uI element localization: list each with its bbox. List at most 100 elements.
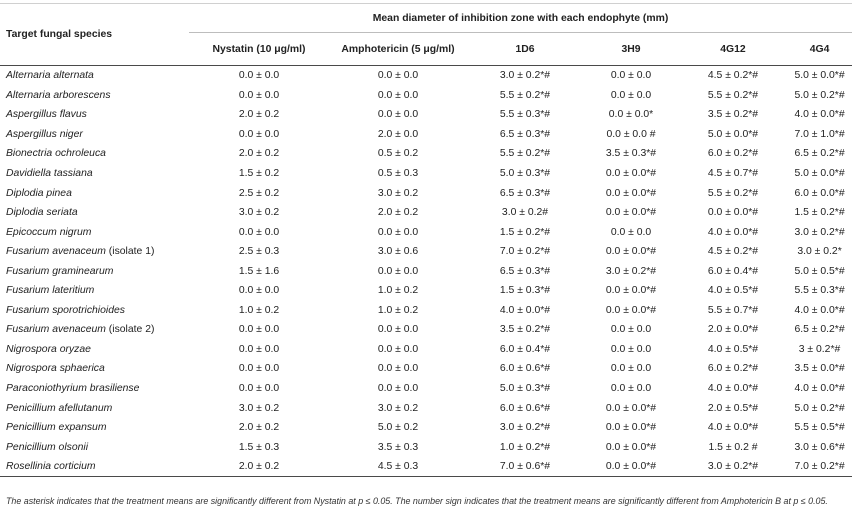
value-cell: 1.0 ± 0.2 <box>377 285 419 297</box>
value-cell: 0.0 ± 0.0 <box>377 226 419 238</box>
species-name: Alternaria arborescens <box>6 89 111 101</box>
table-row: Aspergillus niger 0.0 ± 0.0 2.0 ± 0.0 6.5 ±… <box>0 125 852 145</box>
table-row: Fusarium graminearum 1.5 ± 1.6 0.0 ± 0.0 6.… <box>0 261 852 281</box>
value-cell: 0.0 ± 0.0 <box>377 109 419 121</box>
species-cell: Fusarium sporotrichioides <box>0 301 189 321</box>
table-row: Alternaria alternata 0.0 ± 0.0 0.0 ± 0.0 3.… <box>0 66 852 86</box>
table-row: Diplodia seriata 3.0 ± 0.2 2.0 ± 0.2 3.0 ± … <box>0 203 852 223</box>
value-cell: 1.5 ± 0.2 # <box>708 441 758 453</box>
species-name: Paraconiothyrium brasiliense <box>6 383 140 395</box>
value-cell: 3.5 ± 0.2*# <box>499 324 551 336</box>
species-cell: Fusarium avenaceum (isolate 2) <box>0 320 189 340</box>
species-name: Rosellinia corticium <box>6 461 96 473</box>
value-cell: 3.0 ± 0.2*# <box>499 422 551 434</box>
value-cell: 4.0 ± 0.0*# <box>794 383 845 395</box>
value-cell: 2.0 ± 0.2 <box>189 456 329 478</box>
value-cell: 5.5 ± 0.2*# <box>499 89 551 101</box>
species-name: Bionectria ochroleuca <box>6 148 106 160</box>
table-row: Davidiella tassiana 1.5 ± 0.2 0.5 ± 0.3 5.0… <box>0 164 852 184</box>
value-cell: 5.0 ± 0.3*# <box>499 383 551 395</box>
species-name: Aspergillus niger <box>6 128 83 140</box>
header-row-columns: Nystatin (10 μg/ml) Amphotericin (5 μg/m… <box>0 32 852 66</box>
value-cell: 3.0 ± 0.2 <box>238 402 280 414</box>
species-cell: Diplodia seriata <box>0 203 189 223</box>
table-row: Penicillium expansum 2.0 ± 0.2 5.0 ± 0.2 3.… <box>0 418 852 438</box>
value-cell: 0.0 ± 0.0 <box>610 226 652 238</box>
table-row: Fusarium avenaceum (isolate 2) 0.0 ± 0.0 0… <box>0 320 852 340</box>
value-cell: 1.0 ± 0.2*# <box>499 441 551 453</box>
table-row: Diplodia pinea 2.5 ± 0.2 3.0 ± 0.2 6.5 ± 0.… <box>0 183 852 203</box>
value-cell: 6.5 ± 0.3*# <box>499 265 551 277</box>
table-row: Nigrospora sphaerica 0.0 ± 0.0 0.0 ± 0.0 6.… <box>0 359 852 379</box>
species-cell: Fusarium graminearum <box>0 261 189 281</box>
value-cell: 5.0 ± 0.5*# <box>794 265 845 277</box>
value-cell: 4.0 ± 0.0*# <box>794 304 845 316</box>
species-cell: Davidiella tassiana <box>0 164 189 184</box>
value-cell: 0.0 ± 0.0 <box>377 383 419 395</box>
species-name: Nigrospora sphaerica <box>6 363 105 375</box>
value-cell: 0.0 ± 0.0*# <box>605 304 657 316</box>
value-cell: 0.0 ± 0.0 <box>610 343 652 355</box>
species-cell: Nigrospora sphaerica <box>0 359 189 379</box>
value-cell: 4.5 ± 0.2*# <box>707 246 759 258</box>
value-cell: 7.0 ± 0.2*# <box>787 456 852 478</box>
value-cell: 0.0 ± 0.0 <box>610 70 652 82</box>
value-cell: 5.5 ± 0.3*# <box>499 109 551 121</box>
value-cell: 5.5 ± 0.2*# <box>707 187 759 199</box>
value-cell: 6.0 ± 0.4*# <box>499 343 551 355</box>
value-cell: 3 ± 0.2*# <box>798 343 841 355</box>
value-cell: 0.5 ± 0.3 <box>377 168 419 179</box>
value-cell: 3.5 ± 0.3*# <box>605 148 657 160</box>
value-cell: 3.0 ± 0.2*# <box>499 70 551 82</box>
value-cell: 0.0 ± 0.0*# <box>605 285 657 297</box>
value-cell: 3.5 ± 0.0*# <box>794 363 845 375</box>
value-cell: 4.0 ± 0.5*# <box>707 285 759 297</box>
value-cell: 3.0 ± 0.2*# <box>794 226 845 238</box>
species-name: Aspergillus flavus <box>6 109 87 121</box>
value-cell: 0.0 ± 0.0*# <box>605 207 657 219</box>
value-cell: 5.0 ± 0.2 <box>377 422 419 434</box>
value-cell: 4.0 ± 0.0*# <box>707 422 759 434</box>
value-cell: 2.0 ± 0.0 <box>377 128 419 140</box>
column-header-1d6: 1D6 <box>467 32 583 66</box>
table-row: Bionectria ochroleuca 2.0 ± 0.2 0.5 ± 0.2 5… <box>0 144 852 164</box>
value-cell: 7.0 ± 0.2*# <box>499 246 551 258</box>
value-cell: 5.5 ± 0.3*# <box>794 285 845 297</box>
value-cell: 3.5 ± 0.2*# <box>707 109 759 121</box>
value-cell: 4.0 ± 0.0*# <box>707 383 759 395</box>
species-name: Fusarium graminearum <box>6 265 114 277</box>
value-cell: 3.0 ± 0.2 <box>377 187 419 199</box>
value-cell: 5.0 ± 0.2*# <box>794 402 845 414</box>
value-cell: 3.0 ± 0.2* <box>797 246 842 258</box>
column-header-amphotericin: Amphotericin (5 μg/ml) <box>329 32 467 66</box>
value-cell: 7.0 ± 0.6*# <box>467 456 583 478</box>
value-cell: 1.5 ± 0.3*# <box>499 285 551 297</box>
value-cell: 6.5 ± 0.3*# <box>499 187 551 199</box>
table-row: Rosellinia corticium 2.0 ± 0.2 4.5 ± 0.3 7.… <box>0 456 852 478</box>
value-cell: 0.0 ± 0.0 <box>238 226 280 238</box>
value-cell: 6.5 ± 0.2*# <box>794 324 845 336</box>
value-cell: 5.0 ± 0.0*# <box>707 128 759 140</box>
value-cell: 0.0 ± 0.0*# <box>605 168 657 179</box>
species-cell: Nigrospora oryzae <box>0 340 189 360</box>
species-note: (isolate 2) <box>105 324 155 336</box>
table-body: Alternaria alternata 0.0 ± 0.0 0.0 ± 0.0 3.… <box>0 66 852 478</box>
table-row: Alternaria arborescens 0.0 ± 0.0 0.0 ± 0.0… <box>0 86 852 106</box>
value-cell: 6.5 ± 0.3*# <box>499 128 551 140</box>
value-cell: 3.0 ± 0.6 <box>377 246 419 258</box>
species-cell: Aspergillus flavus <box>0 105 189 125</box>
species-name: Alternaria alternata <box>6 70 94 82</box>
column-header-nystatin: Nystatin (10 μg/ml) <box>189 32 329 66</box>
value-cell: 6.0 ± 0.2*# <box>707 363 759 375</box>
value-cell: 0.0 ± 0.0*# <box>583 456 679 478</box>
value-cell: 3.0 ± 0.2*# <box>679 456 787 478</box>
species-name: Fusarium avenaceum <box>6 246 106 258</box>
value-cell: 3.0 ± 0.2# <box>501 207 549 219</box>
value-cell: 3.0 ± 0.2 <box>377 402 419 414</box>
table-row: Aspergillus flavus 2.0 ± 0.2 0.0 ± 0.0 5.5 … <box>0 105 852 125</box>
species-name: Fusarium lateritium <box>6 285 95 297</box>
value-cell: 0.0 ± 0.0 <box>238 363 280 375</box>
value-cell: 5.0 ± 0.3*# <box>499 168 551 179</box>
value-cell: 1.5 ± 0.2*# <box>499 226 551 238</box>
value-cell: 0.0 ± 0.0 <box>238 128 280 140</box>
